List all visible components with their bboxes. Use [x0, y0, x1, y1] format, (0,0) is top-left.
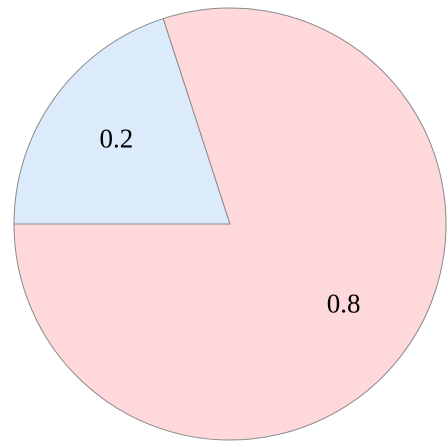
slice-label: 0.2 [100, 124, 134, 154]
slice-label: 0.8 [327, 289, 361, 319]
pie-slice [13, 7, 447, 441]
pie-slice [13, 17, 231, 225]
